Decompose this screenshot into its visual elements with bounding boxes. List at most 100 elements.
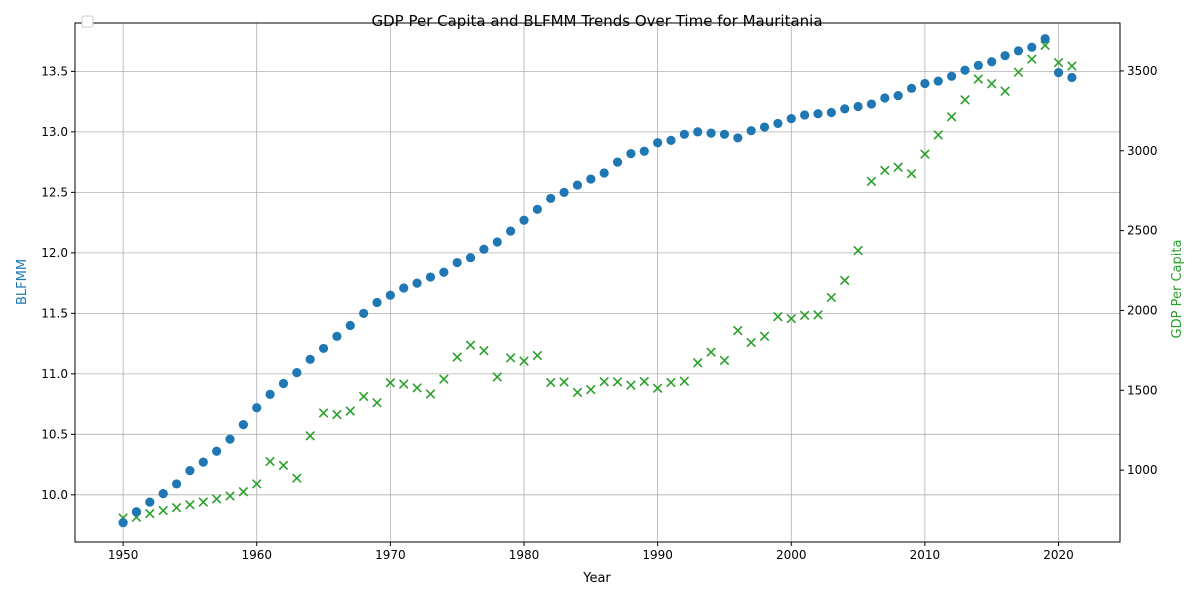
blfmm-point	[332, 331, 342, 341]
gdp-point	[1000, 86, 1010, 96]
gdp-point	[492, 372, 503, 382]
blfmm-point	[746, 126, 756, 136]
gdp-point	[305, 431, 315, 441]
gdp-point	[706, 347, 716, 357]
blfmm-point	[719, 129, 730, 139]
blfmm-point	[238, 420, 248, 430]
gdp-point	[986, 78, 997, 89]
x-tick-label: 1960	[241, 548, 272, 562]
blfmm-point	[412, 278, 422, 288]
blfmm-point	[586, 174, 596, 184]
x-tick-label: 2000	[776, 548, 807, 562]
gdp-point	[158, 505, 168, 516]
right-tick-label: 3000	[1127, 144, 1158, 158]
blfmm-point	[359, 308, 369, 318]
gdp-point	[185, 500, 195, 510]
gdp-point	[439, 374, 449, 384]
x-tick-label: 1950	[108, 548, 139, 562]
blfmm-point	[532, 204, 542, 214]
blfmm-point	[546, 193, 556, 204]
blfmm-point	[786, 113, 796, 124]
right-tick-label: 3500	[1127, 64, 1158, 78]
right-tick-label: 2000	[1127, 303, 1158, 317]
blfmm-point	[920, 78, 930, 89]
left-tick-label: 10.5	[41, 427, 68, 441]
gdp-point	[251, 479, 262, 489]
right-axis-ticks: 1000 1500 2000 2500 3000 3500	[1120, 64, 1158, 477]
blfmm-point	[800, 110, 810, 120]
gdp-point	[465, 340, 476, 350]
x-tick-label: 2010	[910, 548, 941, 562]
gdp-point	[238, 486, 249, 497]
blfmm-point	[1067, 72, 1077, 83]
blfmm-point	[1027, 42, 1037, 52]
left-axis-ticks: 10.0 10.5 11.0 11.5 12.0 12.5 13.0 13.5	[41, 64, 75, 502]
blfmm-point	[145, 497, 155, 507]
gdp-point	[1040, 40, 1050, 51]
gdp-point	[626, 380, 636, 390]
blfmm-point	[385, 290, 395, 300]
blfmm-point	[452, 257, 462, 268]
gdp-point	[679, 376, 690, 386]
gdp-point	[278, 460, 289, 471]
gdp-point	[225, 491, 235, 501]
grid-layer	[75, 23, 1120, 542]
blfmm-point	[131, 507, 142, 517]
left-axis-label: BLFMM	[15, 259, 30, 305]
right-tick-label: 1500	[1127, 383, 1158, 397]
gdp-point	[412, 383, 422, 393]
blfmm-point	[706, 128, 716, 138]
left-tick-label: 11.0	[41, 367, 68, 381]
blfmm-point	[212, 446, 222, 456]
blfmm-point	[840, 104, 850, 114]
blfmm-point	[813, 109, 823, 119]
blfmm-point	[893, 90, 903, 101]
plot-frame	[74, 22, 1121, 543]
blfmm-series-layer	[118, 34, 1077, 528]
blfmm-point	[960, 65, 970, 75]
chart-title: GDP Per Capita and BLFMM Trends Over Tim…	[371, 12, 822, 30]
blfmm-point	[626, 149, 636, 159]
blfmm-point	[158, 489, 168, 499]
gdp-point	[813, 310, 823, 320]
blfmm-point	[439, 267, 449, 277]
blfmm-point	[1040, 34, 1050, 44]
gdp-point	[519, 356, 529, 366]
x-tick-label: 1990	[642, 548, 673, 562]
gdp-point	[586, 384, 596, 395]
blfmm-point	[639, 146, 649, 156]
left-tick-label: 12.5	[41, 185, 68, 199]
blfmm-point	[693, 127, 703, 137]
gdp-point	[171, 502, 182, 513]
gdp-point	[345, 406, 356, 416]
blfmm-point	[947, 71, 957, 81]
blfmm-point	[666, 135, 676, 145]
gdp-point	[759, 331, 770, 342]
blfmm-point	[171, 479, 182, 489]
gdp-point	[719, 355, 730, 366]
gdp-point	[920, 149, 930, 159]
gdp-point	[666, 377, 676, 388]
gdp-point	[880, 165, 890, 176]
blfmm-point	[479, 244, 489, 254]
left-tick-label: 13.5	[41, 64, 68, 78]
gdp-point	[639, 376, 650, 387]
blfmm-point	[679, 129, 689, 139]
gdp-point	[198, 497, 209, 507]
gdp-point	[1067, 61, 1077, 71]
blfmm-point	[225, 434, 235, 444]
gdp-point	[292, 473, 302, 483]
blfmm-point	[265, 389, 275, 400]
blfmm-point	[252, 403, 262, 413]
blfmm-point	[773, 118, 783, 129]
gdp-point	[773, 311, 783, 322]
gdp-point	[211, 494, 222, 504]
gdp-point	[385, 378, 396, 388]
x-tick-label: 1980	[509, 548, 540, 562]
blfmm-point	[612, 157, 623, 167]
gdp-point	[786, 313, 797, 324]
blfmm-point	[1000, 51, 1010, 61]
